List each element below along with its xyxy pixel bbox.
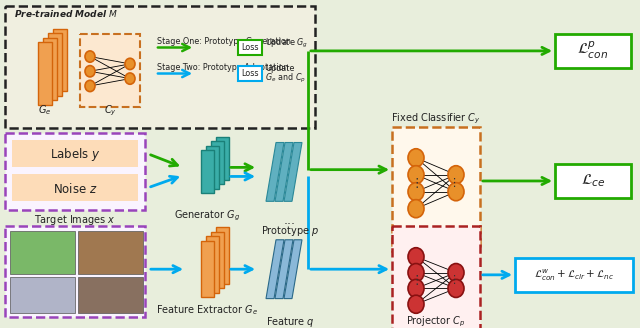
Circle shape: [408, 279, 424, 297]
FancyBboxPatch shape: [238, 40, 262, 55]
Text: Update: Update: [265, 64, 294, 73]
FancyBboxPatch shape: [5, 133, 145, 210]
Text: Projector $C_p$: Projector $C_p$: [406, 315, 466, 328]
FancyBboxPatch shape: [555, 34, 631, 68]
Text: $\mathcal{L}^w_{con}+\mathcal{L}_{clr}+\mathcal{L}_{nc}$: $\mathcal{L}^w_{con}+\mathcal{L}_{clr}+\…: [534, 267, 614, 282]
Circle shape: [448, 183, 464, 201]
Text: Feature $q$: Feature $q$: [266, 315, 314, 328]
FancyBboxPatch shape: [515, 258, 633, 292]
Text: Generator $G_g$: Generator $G_g$: [174, 209, 240, 223]
FancyBboxPatch shape: [78, 277, 143, 313]
Text: Target Images $x$: Target Images $x$: [35, 213, 116, 227]
Circle shape: [448, 263, 464, 282]
FancyBboxPatch shape: [12, 174, 138, 201]
Circle shape: [408, 166, 424, 184]
Circle shape: [408, 183, 424, 201]
Text: Prototype $p$: Prototype $p$: [261, 224, 319, 238]
FancyBboxPatch shape: [205, 146, 218, 189]
FancyBboxPatch shape: [205, 236, 218, 293]
Text: $G_e$ and $C_p$: $G_e$ and $C_p$: [265, 72, 306, 85]
Text: $C_y$: $C_y$: [104, 104, 116, 118]
Text: Noise $z$: Noise $z$: [52, 182, 97, 196]
Text: $\mathcal{L}_{ce}$: $\mathcal{L}_{ce}$: [580, 173, 605, 189]
FancyBboxPatch shape: [392, 226, 480, 328]
Text: Fixed Classifier $C_y$: Fixed Classifier $C_y$: [391, 112, 481, 126]
Polygon shape: [284, 142, 302, 201]
Text: Loss: Loss: [241, 43, 259, 52]
Polygon shape: [266, 240, 284, 298]
Text: Update $G_g$: Update $G_g$: [265, 37, 308, 50]
FancyBboxPatch shape: [43, 38, 57, 100]
Circle shape: [85, 80, 95, 92]
FancyBboxPatch shape: [5, 6, 315, 128]
Circle shape: [448, 279, 464, 297]
Text: ⋮: ⋮: [449, 178, 460, 188]
Text: ⋮: ⋮: [411, 177, 423, 190]
FancyBboxPatch shape: [238, 66, 262, 81]
Text: Pre-trained Model $M$: Pre-trained Model $M$: [14, 8, 118, 19]
Text: ...: ...: [284, 310, 296, 323]
FancyBboxPatch shape: [200, 151, 214, 194]
FancyBboxPatch shape: [211, 141, 223, 184]
Text: Stage One: Prototype Generation: Stage One: Prototype Generation: [157, 37, 291, 46]
FancyBboxPatch shape: [211, 232, 223, 288]
FancyBboxPatch shape: [78, 231, 143, 274]
FancyBboxPatch shape: [216, 137, 228, 180]
FancyBboxPatch shape: [48, 33, 62, 95]
Circle shape: [408, 200, 424, 218]
FancyBboxPatch shape: [10, 231, 75, 274]
Text: ⋮: ⋮: [449, 276, 460, 285]
Polygon shape: [284, 240, 302, 298]
Circle shape: [408, 149, 424, 167]
FancyBboxPatch shape: [216, 227, 228, 284]
FancyBboxPatch shape: [392, 127, 480, 251]
Circle shape: [125, 73, 135, 84]
Circle shape: [408, 295, 424, 313]
FancyBboxPatch shape: [200, 241, 214, 297]
Text: Stage Two: Prototype Adaptation: Stage Two: Prototype Adaptation: [157, 63, 289, 72]
Text: Loss: Loss: [241, 69, 259, 78]
Text: Feature Extractor $G_e$: Feature Extractor $G_e$: [156, 303, 258, 317]
Circle shape: [448, 166, 464, 184]
FancyBboxPatch shape: [5, 226, 145, 317]
FancyBboxPatch shape: [12, 140, 138, 167]
Polygon shape: [266, 142, 284, 201]
Text: ...: ...: [284, 214, 296, 227]
Text: ⋮: ⋮: [411, 274, 423, 287]
FancyBboxPatch shape: [10, 277, 75, 313]
Circle shape: [85, 66, 95, 77]
Circle shape: [85, 51, 95, 62]
Polygon shape: [275, 240, 293, 298]
FancyBboxPatch shape: [38, 42, 52, 105]
FancyBboxPatch shape: [80, 34, 140, 108]
Polygon shape: [275, 142, 293, 201]
Text: Labels $y$: Labels $y$: [50, 146, 100, 163]
Circle shape: [125, 58, 135, 70]
FancyBboxPatch shape: [555, 164, 631, 198]
FancyBboxPatch shape: [53, 29, 67, 91]
Circle shape: [408, 263, 424, 282]
Text: $G_e$: $G_e$: [38, 103, 52, 117]
Circle shape: [408, 248, 424, 266]
Text: $\mathcal{L}^p_{con}$: $\mathcal{L}^p_{con}$: [577, 40, 609, 61]
